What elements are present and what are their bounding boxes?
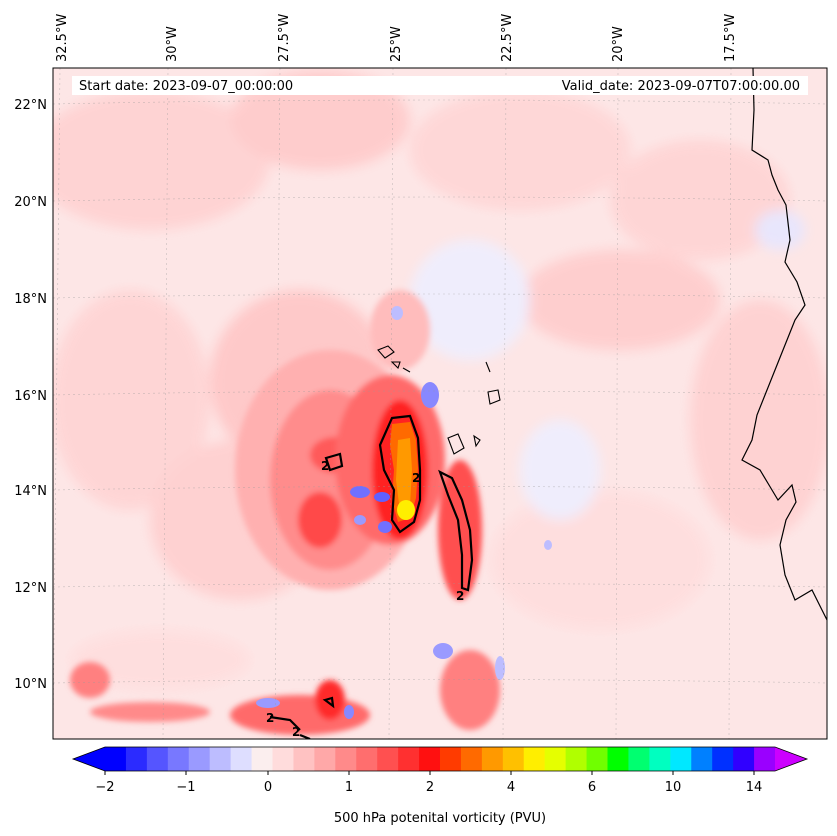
lon-label: 27.5°W bbox=[277, 14, 292, 62]
colorbar-segment bbox=[251, 747, 273, 771]
cape-verde-islands bbox=[377, 345, 501, 455]
colorbar-segment bbox=[105, 747, 127, 771]
colorbar: −2 −1 0 1 2 4 6 10 14 500 hPa potenital … bbox=[71, 746, 809, 826]
lat-label: 14°N bbox=[14, 484, 47, 499]
colorbar-tick-label: 0 bbox=[264, 780, 272, 795]
colorbar-ticks bbox=[104, 771, 755, 775]
colorbar-segment bbox=[440, 747, 462, 771]
colorbar-segment bbox=[691, 747, 713, 771]
colorbar-segment bbox=[335, 747, 357, 771]
colorbar-segment bbox=[523, 747, 546, 771]
africa-coastline bbox=[741, 68, 827, 621]
lon-label: 20°W bbox=[611, 26, 626, 62]
colorbar-segment bbox=[356, 747, 378, 771]
colorbar-tick-label: 6 bbox=[588, 780, 596, 795]
colorbar-segment bbox=[314, 747, 336, 771]
lon-label: 32.5°W bbox=[55, 14, 70, 62]
colorbar-segment bbox=[188, 747, 211, 771]
contour-label: 2 bbox=[412, 471, 420, 485]
lat-label: 16°N bbox=[14, 389, 47, 404]
colorbar-tick-label: −1 bbox=[176, 780, 195, 795]
colorbar-segment bbox=[167, 747, 190, 771]
colorbar-segment bbox=[565, 747, 588, 771]
colorbar-extend-low bbox=[73, 747, 105, 771]
start-date-label: Start date: 2023-09-07_00:00:00 bbox=[79, 79, 293, 94]
lat-label: 22°N bbox=[14, 98, 47, 113]
contour-label: 2 bbox=[266, 711, 274, 725]
colorbar-segment bbox=[586, 747, 608, 771]
map-panel[interactable]: 2 2 2 2 2 Start date: 2023-09-07_00:00:0… bbox=[30, 68, 830, 739]
colorbar-segment bbox=[209, 747, 232, 771]
colorbar-segment bbox=[649, 747, 671, 771]
lat-label: 18°N bbox=[14, 292, 47, 307]
longitude-labels: 32.5°W 30°W 27.5°W 25°W 22.5°W 20°W 17.5… bbox=[55, 14, 738, 62]
colorbar-segment bbox=[146, 747, 169, 771]
colorbar-segment bbox=[125, 747, 148, 771]
colorbar-segment bbox=[481, 747, 504, 771]
contour-label: 2 bbox=[292, 725, 300, 739]
colorbar-tick-label: 4 bbox=[507, 780, 515, 795]
colorbar-segment bbox=[272, 747, 294, 771]
colorbar-segment bbox=[607, 747, 629, 771]
colorbar-tick-label: 1 bbox=[345, 780, 353, 795]
pv-2-contours bbox=[269, 414, 474, 739]
colorbar-segment bbox=[419, 747, 441, 771]
lon-label: 22.5°W bbox=[500, 14, 515, 62]
colorbar-segment bbox=[398, 747, 420, 771]
map-frame bbox=[52, 67, 828, 740]
colorbar-segment bbox=[230, 747, 253, 771]
colorbar-tick-label: 2 bbox=[426, 780, 434, 795]
colorbar-tick-label: 14 bbox=[746, 780, 763, 795]
valid-date-label: Valid_date: 2023-09-07T07:00:00.00 bbox=[562, 79, 800, 94]
colorbar-segment bbox=[377, 747, 399, 771]
header-strip bbox=[72, 76, 808, 95]
lon-label: 17.5°W bbox=[723, 14, 738, 62]
lat-label: 12°N bbox=[14, 581, 47, 596]
colorbar-segments bbox=[105, 747, 776, 771]
colorbar-segment bbox=[460, 747, 483, 771]
colorbar-segment bbox=[502, 747, 525, 771]
latitude-labels: 22°N 20°N 18°N 16°N 14°N 12°N 10°N bbox=[14, 98, 47, 692]
colorbar-segment bbox=[628, 747, 650, 771]
colorbar-segment bbox=[670, 747, 692, 771]
colorbar-tick-label: 10 bbox=[665, 780, 682, 795]
lat-label: 10°N bbox=[14, 677, 47, 692]
lat-label: 20°N bbox=[14, 195, 47, 210]
colorbar-segment bbox=[733, 747, 755, 771]
colorbar-title: 500 hPa potenital vorticity (PVU) bbox=[334, 811, 546, 826]
lon-label: 25°W bbox=[389, 26, 404, 62]
colorbar-segment bbox=[544, 747, 567, 771]
colorbar-tick-label: −2 bbox=[95, 780, 114, 795]
colorbar-segment bbox=[293, 747, 315, 771]
contour-label: 2 bbox=[321, 459, 329, 473]
colorbar-segment bbox=[754, 747, 776, 771]
colorbar-extend-high bbox=[775, 747, 807, 771]
contour-label: 2 bbox=[456, 589, 464, 603]
lon-label: 30°W bbox=[165, 26, 180, 62]
colorbar-segment bbox=[712, 747, 734, 771]
